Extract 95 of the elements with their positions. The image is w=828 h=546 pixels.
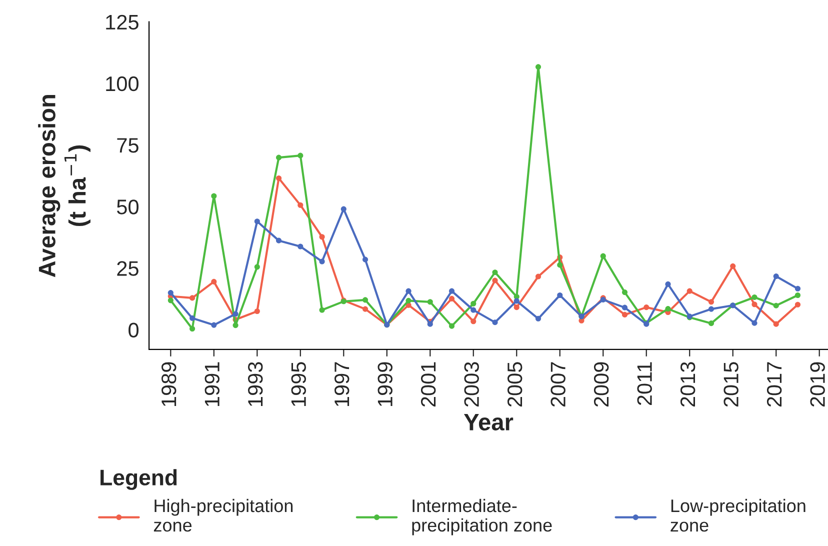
point [708,299,714,305]
point [557,292,563,298]
point [752,320,758,326]
point [773,274,779,280]
point [406,288,412,294]
point [319,234,325,240]
point [752,294,758,300]
point [794,302,801,308]
point [276,238,282,244]
point [254,264,260,270]
point [319,258,325,264]
point [492,270,498,276]
point [665,281,671,287]
y-tick-label: 50 [116,200,139,214]
point [514,298,520,304]
y-tick-label: 75 [117,138,138,153]
x-tick-label: 1993 [248,362,263,406]
x-tick-label: 2003 [464,362,479,407]
point [448,323,455,329]
x-tick-label: 2013 [680,362,696,407]
x-tick-label: 2011 [637,362,652,405]
point [622,312,628,318]
point [232,322,238,328]
point [794,286,801,292]
point [298,202,304,208]
point [557,262,563,268]
point [730,263,736,269]
point [514,304,520,310]
point [211,193,217,199]
point [470,300,476,306]
point [708,320,714,326]
point [276,175,282,182]
point [448,288,455,294]
y-tick-label: 25 [117,261,138,276]
x-tick-label: 1989 [162,362,176,406]
legend-label: Low-precipitation zone [670,498,806,532]
point [298,244,304,250]
legend-label: High-precipitation zone [154,498,293,532]
point [190,315,196,321]
point [470,307,476,313]
legend-label: Intermediate- precipitation zone [412,498,552,536]
x-tick-label: 2001 [420,362,436,407]
y-tick-label: 125 [106,14,138,30]
point [190,326,196,332]
point [362,256,368,262]
point [686,288,692,294]
point [190,295,196,301]
x-tick-label: 2015 [724,362,738,407]
point [211,322,217,328]
point [773,321,779,327]
x-tick-label: 2007 [550,362,566,407]
point [319,307,325,313]
point [794,292,801,298]
point [470,318,476,324]
point [448,296,455,302]
point [427,321,433,327]
x-tick-label: 2005 [507,362,522,407]
x-tick-label: 1997 [334,362,350,406]
x-tick-label: 1991 [204,362,220,406]
point [708,306,714,312]
x-tick-label: 1995 [291,362,306,406]
point [254,218,260,224]
point [362,306,368,312]
point [427,299,433,305]
point [535,64,542,70]
x-tick-label: 2009 [594,362,609,407]
point [232,311,238,317]
point [665,306,671,312]
point [492,278,498,284]
point [168,290,174,296]
x-tick-label: 2019 [810,362,825,407]
point [298,152,304,158]
x-axis-title: Year [464,414,514,430]
point [276,154,282,160]
x-tick-label: 2017 [766,362,782,407]
point [340,206,346,212]
point [254,308,260,314]
point [600,253,606,259]
y-tick-label: 0 [128,322,139,338]
point [644,304,650,310]
y-axis-title: Average erosion (t ha$^{−1}$) [38,95,90,278]
y-tick-label: 100 [106,76,139,92]
point [211,278,217,284]
point [492,320,498,326]
point [535,274,542,280]
legend-title: Legend [100,469,177,490]
point [752,302,758,308]
point [622,290,628,296]
point [168,298,174,304]
point [622,304,628,310]
point [773,302,779,308]
point [406,298,412,304]
point [362,297,368,303]
x-tick-label: 1999 [378,362,392,406]
point [535,316,542,322]
